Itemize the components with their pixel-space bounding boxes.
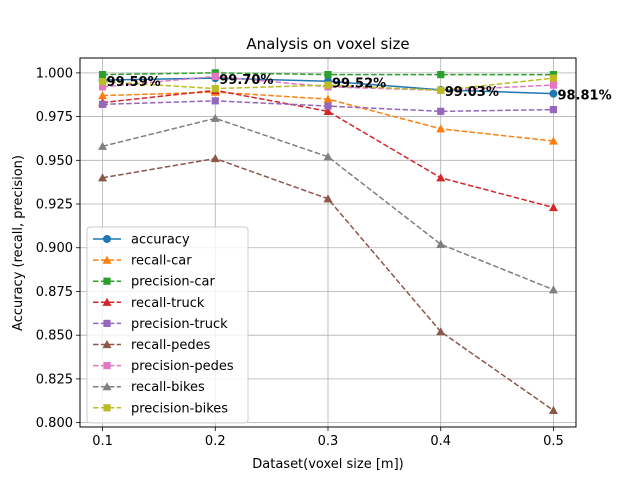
series-recall-bikes [98,113,558,294]
legend-label: precision-truck [131,317,228,332]
data-point [323,194,333,203]
data-point [102,340,112,349]
y-tick-label: 0.975 [36,110,73,125]
plot-frame [79,57,577,428]
data-point [98,173,108,182]
data-point [549,105,558,114]
y-tick-label: 0.850 [36,329,73,344]
data-point [103,319,111,327]
data-label: 99.52% [332,76,386,91]
series-lines [98,69,558,414]
chart-title: Analysis on voxel size [246,35,409,53]
legend-label: recall-pedes [131,338,211,353]
legend-label: recall-car [131,254,192,269]
data-point [210,154,220,163]
legend-box [86,226,249,424]
x-tick-label: 0.1 [92,434,113,449]
data-point [548,405,558,414]
x-tick-label: 0.2 [205,434,226,449]
data-point [549,89,558,98]
data-point [549,74,558,82]
data-point [211,85,219,93]
data-point [98,71,107,79]
legend-label: precision-car [131,275,215,290]
legend-label: precision-pedes [131,359,234,374]
x-tick-label: 0.5 [543,434,564,449]
data-point [436,327,446,336]
x-axis-label: Dataset(voxel size [m]) [252,457,403,472]
data-point [102,297,112,306]
legend-entry: recall-pedes [93,338,211,353]
data-point [103,362,111,370]
legend-entry: accuracy [93,233,190,248]
data-point [437,71,445,79]
series-precision-bikes [98,74,558,94]
legend-entry: recall-truck [93,296,205,311]
data-point [437,107,445,115]
data-point [103,235,111,243]
data-point [210,113,220,122]
data-point [323,94,333,103]
data-point [324,81,332,89]
data-point [436,239,446,248]
legend-entry: recall-car [93,254,192,269]
data-label: 99.70% [219,73,273,88]
legend: accuracy recall-car precision-car recall-tr… [86,226,249,424]
data-point [98,100,107,108]
y-axis-label: Accuracy (recall, precision) [11,155,26,331]
data-point [548,285,558,294]
data-point [211,72,219,80]
data-point [98,83,107,91]
data-point [324,71,332,79]
data-point [103,277,111,285]
data-point [102,382,112,391]
legend-entry: precision-bikes [93,401,228,416]
data-point [98,141,108,150]
legend-entry: recall-bikes [93,380,205,395]
x-tick-label: 0.4 [430,434,451,449]
y-tick-label: 0.825 [36,372,73,387]
data-point [436,124,446,133]
legend-label: recall-truck [131,296,205,311]
data-point [437,86,445,94]
legend-entry: precision-car [93,275,215,290]
legend-label: precision-bikes [131,401,228,416]
legend-label: recall-bikes [131,380,205,395]
data-point [102,255,112,264]
data-point [548,136,558,145]
legend-entry: precision-truck [93,317,228,332]
data-point [98,91,108,100]
data-labels: 99.59% 99.70% 99.52% 99.03% 98.81% [107,73,612,104]
data-point [323,152,333,161]
axis-ticks: 0.1 0.2 0.3 0.4 0.5 0.800 0.825 0.850 0.875 0.900… [36,66,564,449]
y-tick-label: 1.000 [36,66,73,81]
data-point [549,81,558,89]
y-tick-label: 0.800 [36,416,73,431]
series-precision-truck [98,97,558,115]
y-tick-label: 0.925 [36,198,73,213]
data-point [548,203,558,212]
y-tick-label: 0.950 [36,154,73,169]
data-point [323,106,333,115]
data-point [103,404,111,412]
legend-entry: precision-pedes [93,359,234,374]
x-tick-label: 0.3 [318,434,339,449]
data-label: 99.59% [107,75,161,90]
y-tick-label: 0.875 [36,285,73,300]
data-point [436,173,446,182]
series-line [102,89,554,209]
data-label: 99.03% [445,85,499,100]
y-tick-label: 0.900 [36,241,73,256]
data-point [98,78,107,86]
series-recall-pedes [98,154,558,414]
data-point [324,102,332,110]
data-label: 98.81% [557,89,611,104]
data-point [211,97,219,105]
legend-label: accuracy [131,233,190,248]
